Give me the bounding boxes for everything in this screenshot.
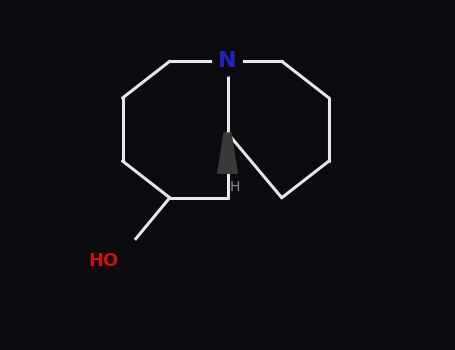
Polygon shape — [217, 133, 238, 173]
Circle shape — [213, 47, 242, 76]
Text: N: N — [218, 51, 237, 71]
Circle shape — [117, 238, 138, 259]
Text: HO: HO — [88, 252, 118, 270]
Text: H: H — [229, 180, 240, 194]
